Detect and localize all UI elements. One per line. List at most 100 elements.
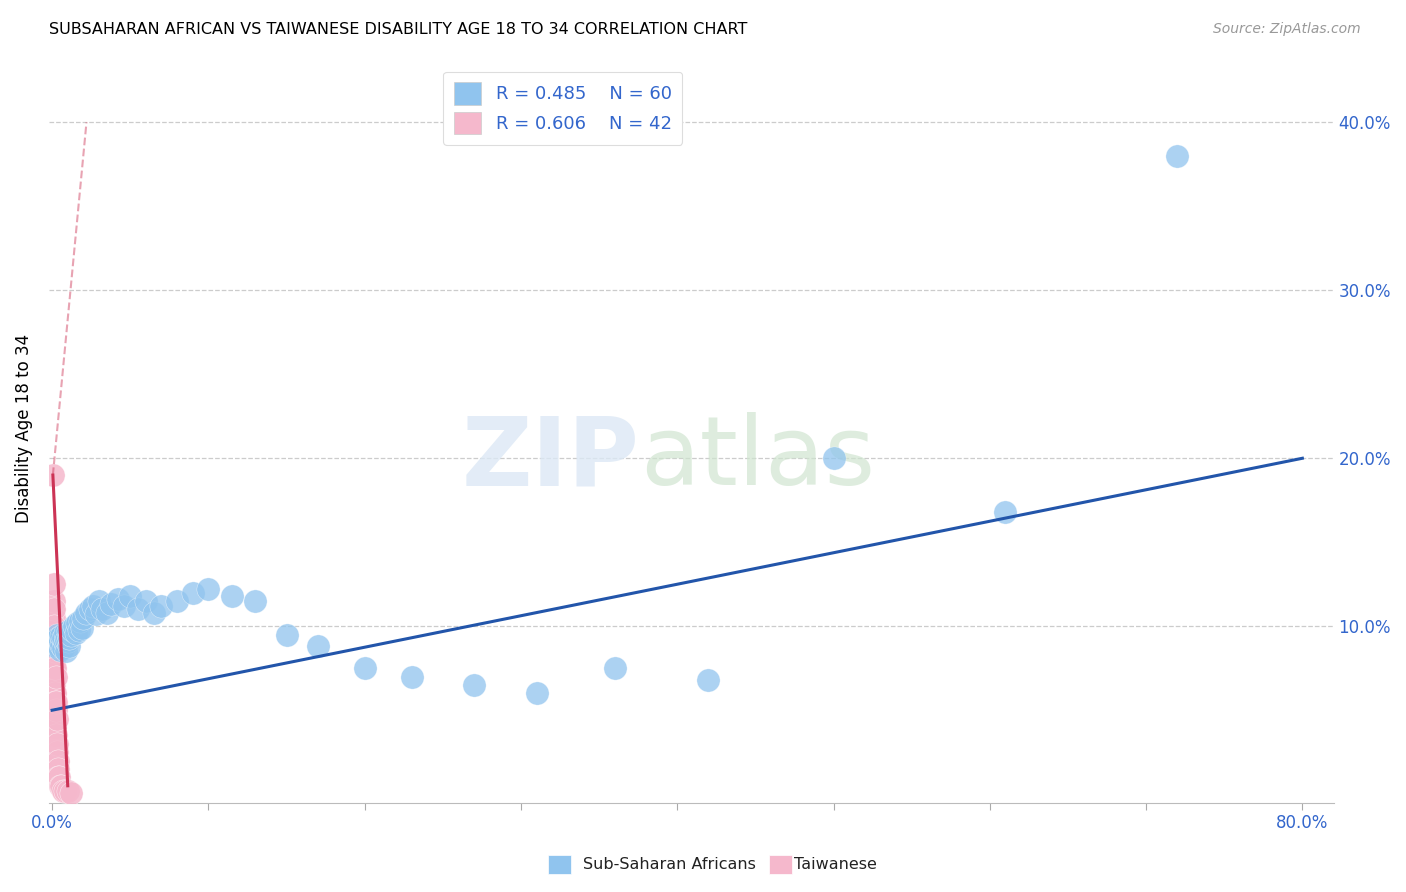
Point bbox=[76, 606, 98, 620]
Point bbox=[46, 762, 69, 776]
Point bbox=[42, 636, 65, 650]
Point bbox=[44, 686, 66, 700]
Point bbox=[42, 670, 65, 684]
Point bbox=[697, 673, 720, 687]
Point bbox=[44, 703, 66, 717]
Point bbox=[46, 737, 69, 751]
Text: ZIP: ZIP bbox=[463, 412, 640, 505]
Point bbox=[52, 631, 75, 645]
Point bbox=[67, 623, 90, 637]
Point bbox=[79, 602, 101, 616]
Point bbox=[42, 602, 65, 616]
Point bbox=[135, 594, 157, 608]
Point bbox=[401, 670, 423, 684]
Point bbox=[42, 594, 65, 608]
Point bbox=[44, 661, 66, 675]
Y-axis label: Disability Age 18 to 34: Disability Age 18 to 34 bbox=[15, 334, 32, 524]
Point bbox=[142, 606, 165, 620]
Point bbox=[197, 582, 219, 597]
Point bbox=[42, 703, 65, 717]
Point bbox=[166, 594, 188, 608]
Text: Sub-Saharan Africans: Sub-Saharan Africans bbox=[583, 857, 756, 872]
Point bbox=[58, 640, 80, 654]
Text: Source: ZipAtlas.com: Source: ZipAtlas.com bbox=[1213, 22, 1361, 37]
Point bbox=[56, 784, 79, 798]
Point bbox=[91, 602, 114, 616]
Point bbox=[55, 644, 77, 658]
Point bbox=[45, 695, 67, 709]
Point bbox=[51, 638, 73, 652]
Point bbox=[1166, 149, 1188, 163]
Point bbox=[44, 644, 66, 658]
Point bbox=[42, 627, 65, 641]
Text: SUBSAHARAN AFRICAN VS TAIWANESE DISABILITY AGE 18 TO 34 CORRELATION CHART: SUBSAHARAN AFRICAN VS TAIWANESE DISABILI… bbox=[49, 22, 748, 37]
Point bbox=[42, 577, 65, 591]
Point bbox=[42, 686, 65, 700]
Point bbox=[42, 762, 65, 776]
Point bbox=[150, 599, 173, 613]
Point bbox=[42, 619, 65, 633]
Point bbox=[48, 640, 70, 654]
Point bbox=[603, 661, 626, 675]
Point bbox=[44, 678, 66, 692]
Point bbox=[51, 779, 73, 793]
Point bbox=[42, 640, 65, 654]
Point bbox=[56, 624, 79, 639]
Point bbox=[221, 589, 243, 603]
Point bbox=[994, 505, 1017, 519]
Point bbox=[44, 720, 66, 734]
Point bbox=[276, 627, 298, 641]
Point bbox=[48, 631, 70, 645]
Point bbox=[463, 678, 485, 692]
Point bbox=[112, 599, 135, 613]
Point bbox=[62, 623, 84, 637]
Point bbox=[48, 771, 70, 785]
Point bbox=[45, 728, 67, 742]
Point bbox=[44, 636, 66, 650]
Point bbox=[44, 712, 66, 726]
Point bbox=[72, 611, 94, 625]
Point bbox=[44, 619, 66, 633]
Text: atlas: atlas bbox=[640, 412, 875, 505]
Point bbox=[49, 779, 72, 793]
Point bbox=[63, 619, 86, 633]
Point bbox=[353, 661, 375, 675]
Point bbox=[53, 626, 76, 640]
Point bbox=[45, 632, 67, 647]
Point bbox=[127, 602, 149, 616]
Point bbox=[56, 634, 79, 648]
Point bbox=[245, 594, 267, 608]
Point bbox=[84, 607, 107, 622]
Point bbox=[45, 627, 67, 641]
Point bbox=[53, 784, 76, 798]
Point bbox=[307, 640, 329, 654]
Point bbox=[42, 611, 65, 625]
Point bbox=[65, 626, 87, 640]
Point bbox=[526, 686, 548, 700]
Point bbox=[53, 636, 76, 650]
Point bbox=[87, 594, 110, 608]
Point bbox=[44, 695, 66, 709]
Point bbox=[45, 712, 67, 726]
Point bbox=[51, 629, 73, 643]
Point bbox=[42, 653, 65, 667]
Point bbox=[120, 589, 142, 603]
Point bbox=[45, 745, 67, 759]
Point bbox=[96, 606, 118, 620]
Legend: R = 0.485    N = 60, R = 0.606    N = 42: R = 0.485 N = 60, R = 0.606 N = 42 bbox=[443, 71, 682, 145]
Point bbox=[58, 631, 80, 645]
Point bbox=[44, 670, 66, 684]
Text: Taiwanese: Taiwanese bbox=[794, 857, 877, 872]
Point bbox=[823, 451, 845, 466]
Point bbox=[44, 661, 66, 675]
Point bbox=[52, 641, 75, 656]
Point bbox=[44, 636, 66, 650]
Point bbox=[59, 627, 82, 641]
Point bbox=[42, 468, 65, 483]
Point bbox=[42, 602, 65, 616]
Point bbox=[52, 784, 75, 798]
Point bbox=[181, 585, 204, 599]
Point bbox=[55, 632, 77, 647]
Point bbox=[46, 754, 69, 768]
Point bbox=[49, 634, 72, 648]
